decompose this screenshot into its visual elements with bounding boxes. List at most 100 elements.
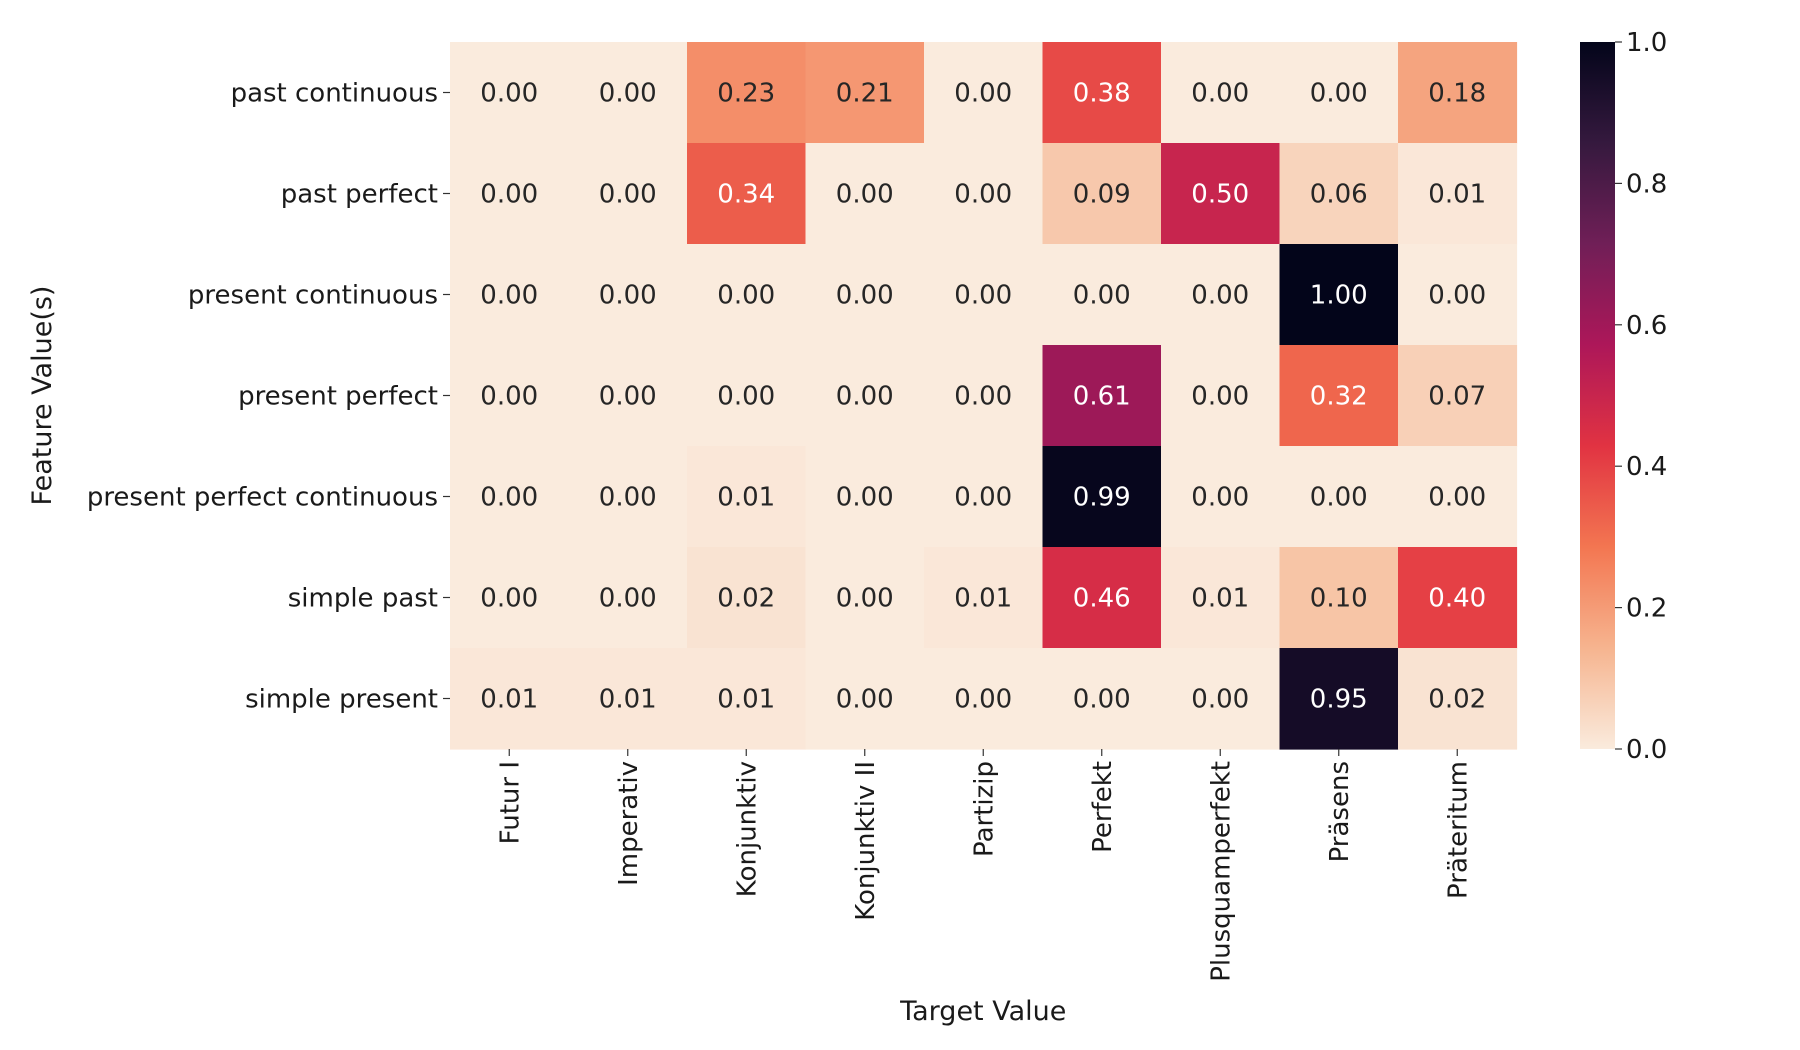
cell-value-label: 1.00 <box>1310 281 1368 311</box>
heatmap-cell <box>1398 345 1518 447</box>
heatmap-cell <box>924 648 1044 750</box>
heatmap-cell <box>1042 446 1162 548</box>
colorbar-gradient <box>1580 42 1615 749</box>
cell-value-label: 0.99 <box>1073 483 1131 513</box>
cell-value-label: 0.01 <box>954 584 1012 614</box>
cell-value-label: 0.00 <box>836 382 894 412</box>
heatmap-cell <box>805 648 925 750</box>
cell-value-label: 0.00 <box>1191 281 1249 311</box>
cell-value-label: 0.10 <box>1310 584 1368 614</box>
colorbar-tick-label: 0.6 <box>1626 311 1667 341</box>
cell-value-label: 0.00 <box>954 685 1012 715</box>
heatmap-cell <box>687 547 807 649</box>
cell-value-label: 0.46 <box>1073 584 1131 614</box>
y-tick-label: simple present <box>245 685 438 715</box>
heatmap-cell <box>805 345 925 447</box>
heatmap-cell <box>450 547 570 649</box>
heatmap-cell <box>1279 446 1399 548</box>
x-tick-label: Präteritum <box>1443 761 1473 899</box>
heatmap-cell <box>687 244 807 346</box>
heatmap-cell <box>1398 42 1518 144</box>
heatmap-cell <box>687 42 807 144</box>
heatmap-cell <box>1161 42 1281 144</box>
cell-value-label: 0.01 <box>599 685 657 715</box>
heatmap-cell <box>924 345 1044 447</box>
cell-value-label: 0.00 <box>954 180 1012 210</box>
x-tick-label: Plusquamperfekt <box>1206 761 1236 982</box>
x-tick-label: Perfekt <box>1088 761 1118 853</box>
heatmap-cell <box>805 446 925 548</box>
cell-value-label: 0.95 <box>1310 685 1368 715</box>
heatmap-cell <box>1161 547 1281 649</box>
heatmap-cell <box>1042 648 1162 750</box>
cell-value-label: 0.32 <box>1310 382 1368 412</box>
heatmap-cell <box>805 244 925 346</box>
cell-value-label: 0.01 <box>1191 584 1249 614</box>
cell-value-label: 0.00 <box>1073 685 1131 715</box>
heatmap-cell <box>924 42 1044 144</box>
cell-value-label: 0.34 <box>717 180 775 210</box>
cell-value-label: 0.00 <box>954 79 1012 109</box>
cell-value-label: 0.01 <box>480 685 538 715</box>
heatmap-cell <box>687 143 807 245</box>
cell-value-label: 0.38 <box>1073 79 1131 109</box>
x-tick-label: Imperativ <box>614 761 644 886</box>
heatmap-cell <box>1161 648 1281 750</box>
heatmap-cell <box>805 143 925 245</box>
cell-value-label: 0.00 <box>1310 79 1368 109</box>
cell-value-label: 0.00 <box>480 79 538 109</box>
cell-value-label: 0.00 <box>599 281 657 311</box>
colorbar-tick-label: 1.0 <box>1626 28 1667 58</box>
heatmap-cell <box>450 143 570 245</box>
heatmap-cell <box>924 244 1044 346</box>
heatmap-cell <box>568 648 688 750</box>
heatmap-cell <box>568 345 688 447</box>
heatmap-cell <box>1279 244 1399 346</box>
colorbar-tick-label: 0.0 <box>1626 735 1667 765</box>
heatmap-cell <box>924 446 1044 548</box>
heatmap-cell <box>687 648 807 750</box>
cell-value-label: 0.00 <box>599 79 657 109</box>
heatmap-cell <box>568 42 688 144</box>
colorbar-tick-label: 0.8 <box>1626 169 1667 199</box>
heatmap-cell <box>1398 244 1518 346</box>
cell-value-label: 0.00 <box>480 584 538 614</box>
cell-value-label: 0.00 <box>1428 483 1486 513</box>
y-tick-label: present continuous <box>188 281 438 311</box>
x-tick-label: Futur I <box>495 761 525 844</box>
heatmap-cell <box>1279 648 1399 750</box>
x-tick-label: Partizip <box>969 761 999 857</box>
cell-value-label: 0.00 <box>599 584 657 614</box>
cell-value-label: 0.40 <box>1428 584 1486 614</box>
heatmap-cell <box>450 446 570 548</box>
cell-value-label: 0.21 <box>836 79 894 109</box>
heatmap-cell <box>805 42 925 144</box>
cell-value-label: 0.00 <box>599 483 657 513</box>
colorbar: 0.0 0.2 0.4 0.6 0.8 1.0 <box>1580 28 1667 765</box>
heatmap-cell <box>450 244 570 346</box>
cell-value-label: 0.00 <box>1191 382 1249 412</box>
cell-value-label: 0.00 <box>1073 281 1131 311</box>
cell-value-label: 0.23 <box>717 79 775 109</box>
y-tick-label: past perfect <box>281 180 438 210</box>
cell-value-label: 0.00 <box>836 281 894 311</box>
heatmap-cell <box>568 446 688 548</box>
cell-value-label: 0.00 <box>836 685 894 715</box>
cell-value-label: 0.01 <box>717 483 775 513</box>
heatmap-cell <box>1161 143 1281 245</box>
cell-value-label: 0.00 <box>480 180 538 210</box>
cell-value-label: 0.01 <box>717 685 775 715</box>
heatmap-cell <box>1279 547 1399 649</box>
cell-value-label: 0.00 <box>954 382 1012 412</box>
cell-value-label: 0.06 <box>1310 180 1368 210</box>
heatmap-cell <box>687 446 807 548</box>
heatmap-cell <box>568 547 688 649</box>
y-axis-label: Feature Value(s) <box>27 286 58 506</box>
cell-value-label: 0.00 <box>1191 79 1249 109</box>
heatmap-cell <box>1042 42 1162 144</box>
heatmap-cell <box>687 345 807 447</box>
cell-value-label: 0.50 <box>1191 180 1249 210</box>
heatmap-cell <box>568 143 688 245</box>
cell-value-label: 0.00 <box>1191 483 1249 513</box>
